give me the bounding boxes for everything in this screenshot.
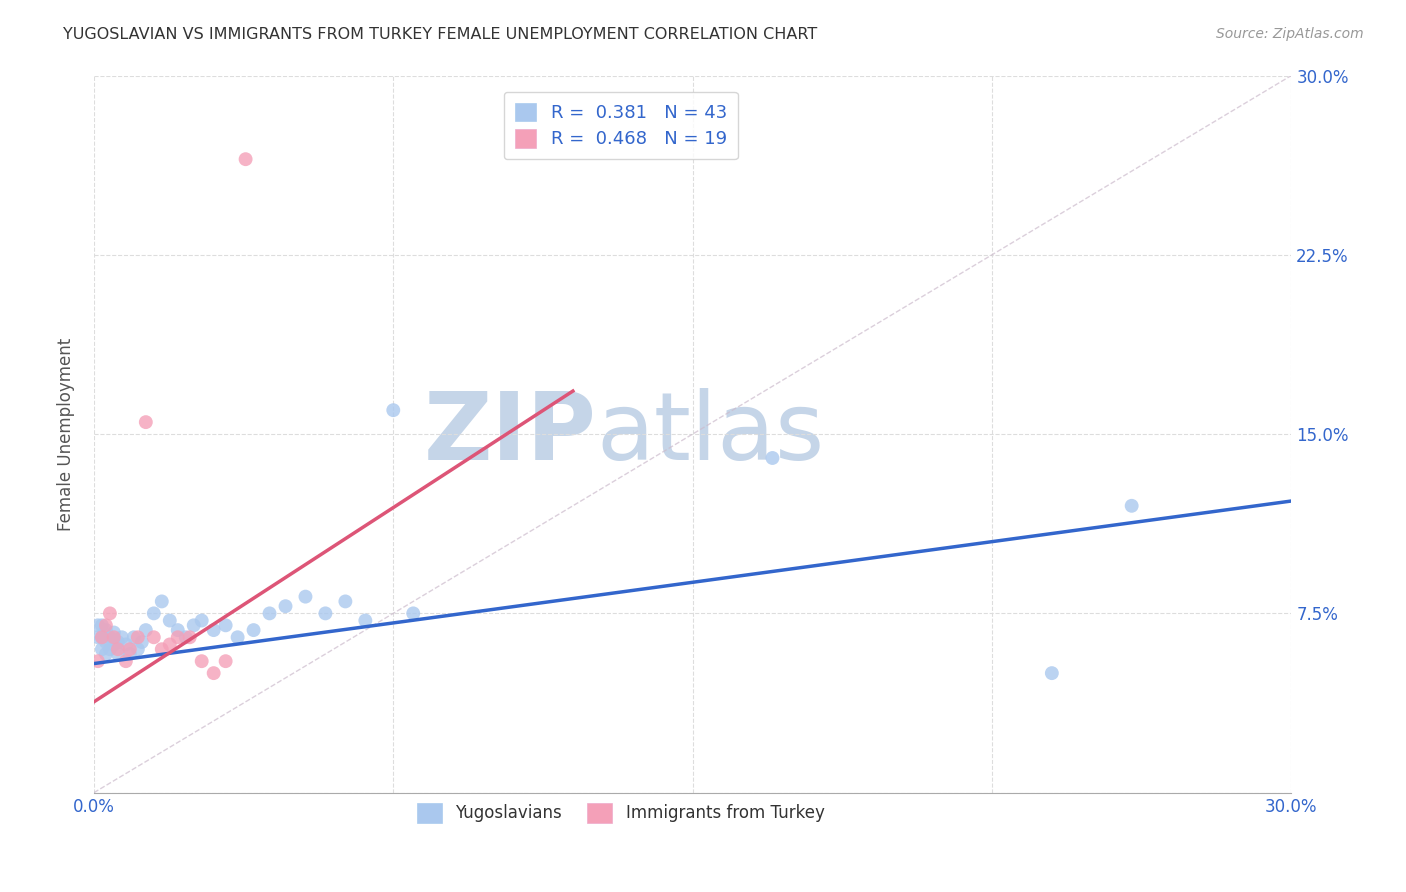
Point	[190, 614, 212, 628]
Point	[1040, 666, 1063, 681]
Point	[90, 630, 112, 644]
Point	[127, 630, 149, 644]
Point	[107, 642, 129, 657]
Point	[94, 635, 117, 649]
Point	[335, 594, 357, 608]
Point	[242, 623, 264, 637]
Point	[87, 630, 110, 644]
Point	[135, 415, 157, 429]
Legend: Yugoslavians, Immigrants from Turkey: Yugoslavians, Immigrants from Turkey	[405, 791, 837, 835]
Point	[90, 618, 112, 632]
Point	[142, 630, 165, 644]
Point	[166, 623, 188, 637]
Point	[94, 618, 117, 632]
Point	[259, 607, 281, 621]
Point	[115, 654, 138, 668]
Point	[98, 630, 121, 644]
Point	[90, 630, 112, 644]
Point	[159, 637, 181, 651]
Point	[214, 618, 236, 632]
Point	[183, 618, 205, 632]
Point	[87, 618, 110, 632]
Text: ZIP: ZIP	[425, 388, 596, 480]
Point	[107, 647, 129, 661]
Point	[135, 623, 157, 637]
Point	[202, 623, 225, 637]
Point	[115, 637, 138, 651]
Point	[354, 614, 377, 628]
Point	[94, 647, 117, 661]
Point	[103, 630, 125, 644]
Point	[314, 607, 336, 621]
Point	[174, 630, 197, 644]
Point	[294, 590, 316, 604]
Point	[118, 647, 141, 661]
Point	[90, 642, 112, 657]
Point	[214, 654, 236, 668]
Point	[1121, 499, 1143, 513]
Point	[235, 152, 257, 166]
Text: YUGOSLAVIAN VS IMMIGRANTS FROM TURKEY FEMALE UNEMPLOYMENT CORRELATION CHART: YUGOSLAVIAN VS IMMIGRANTS FROM TURKEY FE…	[63, 27, 817, 42]
Point	[94, 623, 117, 637]
Point	[274, 599, 297, 614]
Text: atlas: atlas	[596, 388, 825, 480]
Point	[107, 635, 129, 649]
Point	[111, 630, 134, 644]
Point	[166, 630, 188, 644]
Point	[87, 654, 110, 668]
Point	[159, 614, 181, 628]
Point	[150, 642, 173, 657]
Point	[761, 450, 783, 465]
Point	[98, 642, 121, 657]
Point	[150, 594, 173, 608]
Y-axis label: Female Unemployment: Female Unemployment	[58, 337, 75, 531]
Point	[382, 403, 405, 417]
Point	[122, 630, 145, 644]
Point	[131, 635, 153, 649]
Point	[190, 654, 212, 668]
Point	[142, 607, 165, 621]
Point	[103, 637, 125, 651]
Point	[202, 666, 225, 681]
Point	[98, 607, 121, 621]
Point	[118, 642, 141, 657]
Point	[179, 630, 201, 644]
Point	[103, 625, 125, 640]
Point	[226, 630, 249, 644]
Point	[127, 642, 149, 657]
Point	[402, 607, 425, 621]
Text: Source: ZipAtlas.com: Source: ZipAtlas.com	[1216, 27, 1364, 41]
